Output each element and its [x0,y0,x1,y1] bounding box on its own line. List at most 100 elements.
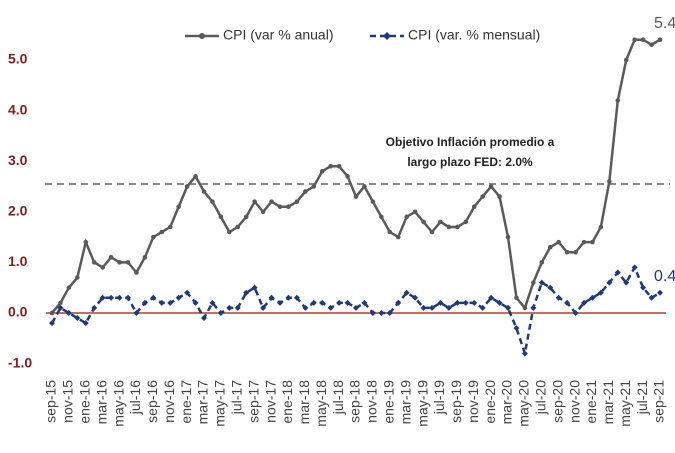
point [353,194,359,199]
point [573,249,578,255]
point [201,189,207,194]
end-label: 5.4 [654,15,675,32]
point [607,179,612,184]
x-tick-label: ene-17 [178,380,194,424]
point [133,309,140,316]
point [564,249,570,255]
point [556,239,561,245]
point [310,299,317,306]
x-tick-label: mar-18 [296,380,312,425]
point [488,184,494,189]
point [657,37,663,43]
point [108,255,114,260]
point [614,269,621,276]
point [260,209,266,215]
x-tick-label: nov-16 [161,380,177,423]
x-tick-label: may-21 [617,380,633,427]
point [175,294,182,301]
point [345,174,350,179]
point [395,234,401,240]
x-tick-label: sep-20 [549,380,565,423]
x-tick-label: may-16 [110,380,126,427]
point [234,304,241,311]
point [513,325,520,332]
point [285,294,292,301]
point [379,214,384,220]
point [294,199,300,204]
point [530,304,537,311]
point [226,304,233,311]
point [235,224,241,230]
point [49,320,55,327]
x-tick-label: may-18 [313,380,329,427]
point [167,299,174,306]
x-tick-label: sep-18 [347,380,363,423]
point [412,294,419,301]
point [522,305,528,311]
x-tick-label: ene-21 [583,380,599,424]
point [167,224,173,230]
point [362,184,367,189]
point [117,260,122,265]
point [497,194,502,199]
point [572,309,579,316]
x-tick-label: jul-16 [127,380,143,415]
x-tick-label: ene-18 [279,380,295,424]
point [581,239,587,245]
point [429,229,435,235]
point [606,279,613,286]
point [403,289,410,296]
point [597,289,604,296]
point [623,57,629,63]
point [277,299,283,306]
point [455,224,460,230]
legend-label: CPI (var. % mensual) [408,27,540,43]
point [99,294,106,301]
point [311,184,317,189]
point [268,294,275,301]
point [260,304,267,311]
point [134,270,139,275]
point [454,299,461,306]
x-tick-label: jul-18 [330,380,346,415]
x-tick-label: jul-17 [228,380,244,415]
point [438,219,443,225]
y-tick-label: -1.0 [8,354,32,370]
point [538,279,545,286]
point [429,304,435,311]
point [277,204,283,210]
x-tick-label: ene-16 [76,380,92,424]
point [100,265,105,270]
point [531,280,536,285]
point [158,299,165,306]
point [58,300,63,306]
point [65,309,72,316]
legend-label: CPI (var % anual) [223,27,333,43]
point [336,163,342,169]
point [243,289,250,296]
point [412,209,418,215]
point [437,299,444,306]
point [589,294,596,301]
point [547,284,554,291]
x-tick-label: may-19 [414,380,430,427]
point [108,294,115,301]
x-tick-label: sep-21 [651,380,667,423]
point [66,285,72,290]
x-tick-label: jul-19 [431,380,447,415]
point [404,214,409,220]
point [521,350,528,357]
point [547,244,553,250]
y-tick-label: 3.0 [8,152,28,168]
point [91,260,97,265]
x-tick-label: sep-19 [448,380,464,423]
point [176,204,181,210]
x-tick-label: may-17 [212,380,228,427]
x-tick-label: mar-19 [397,380,413,425]
point [648,294,655,301]
point [75,275,80,280]
point [286,204,291,210]
point [328,163,333,169]
point [142,255,148,260]
